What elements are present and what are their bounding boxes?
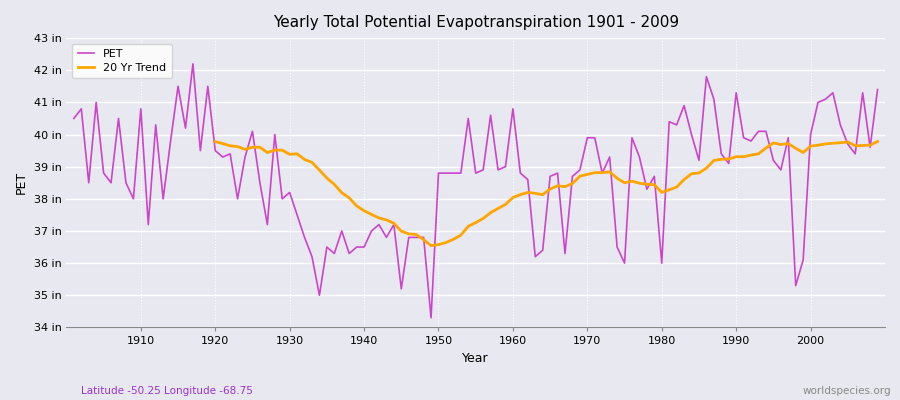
20 Yr Trend <box>299 157 310 162</box>
20 Yr Trend <box>872 139 883 144</box>
Text: worldspecies.org: worldspecies.org <box>803 386 891 396</box>
20 Yr Trend <box>768 140 778 145</box>
PET <box>612 245 623 250</box>
20 Yr Trend <box>426 243 436 248</box>
Title: Yearly Total Potential Evapotranspiration 1901 - 2009: Yearly Total Potential Evapotranspiratio… <box>273 15 679 30</box>
PET <box>872 87 883 92</box>
20 Yr Trend <box>850 143 860 148</box>
PET <box>515 171 526 176</box>
PET <box>128 196 139 201</box>
Line: PET: PET <box>74 64 878 318</box>
20 Yr Trend <box>679 177 689 182</box>
PET <box>522 177 533 182</box>
Y-axis label: PET: PET <box>15 171 28 194</box>
20 Yr Trend <box>210 139 220 144</box>
PET <box>187 62 198 66</box>
X-axis label: Year: Year <box>463 352 489 365</box>
PET <box>344 251 355 256</box>
PET <box>68 116 79 121</box>
PET <box>426 315 436 320</box>
Line: 20 Yr Trend: 20 Yr Trend <box>215 142 878 246</box>
20 Yr Trend <box>783 141 794 146</box>
20 Yr Trend <box>410 232 421 237</box>
Text: Latitude -50.25 Longitude -68.75: Latitude -50.25 Longitude -68.75 <box>81 386 253 396</box>
Legend: PET, 20 Yr Trend: PET, 20 Yr Trend <box>72 44 172 78</box>
PET <box>299 235 310 240</box>
